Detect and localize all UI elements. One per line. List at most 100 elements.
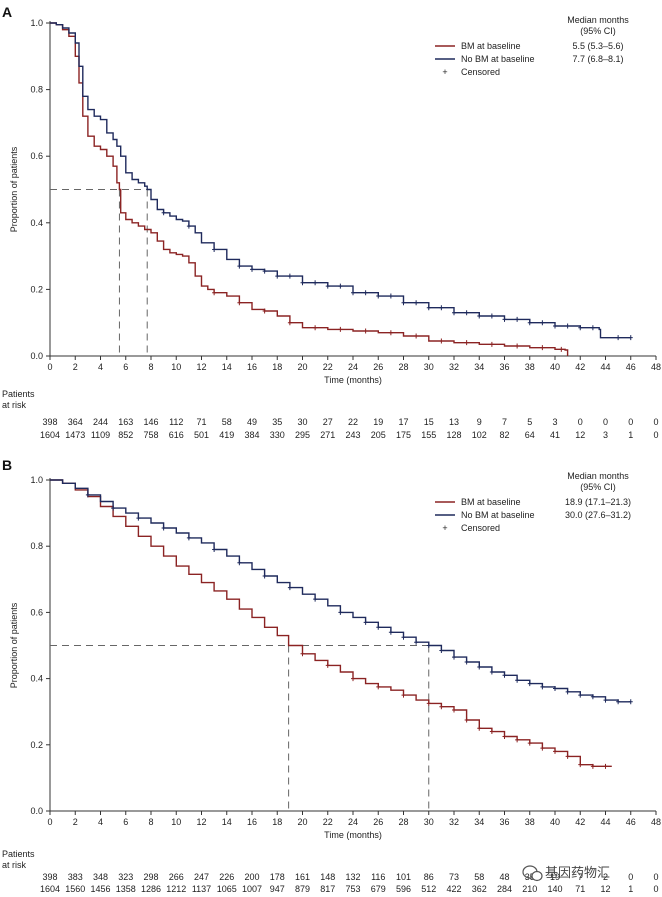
risk-table-cell: 1604 [40, 884, 60, 894]
x-tick-label: 2 [73, 817, 78, 827]
x-tick-label: 10 [171, 817, 181, 827]
risk-table-cell: 1212 [166, 884, 186, 894]
risk-table-cell: 422 [446, 884, 461, 894]
y-tick-label: 1.0 [30, 475, 43, 485]
x-tick-label: 48 [651, 362, 661, 372]
censor-mark [489, 341, 494, 347]
km-curve-no-bm-at-baseline [50, 22, 631, 339]
x-tick-label: 6 [123, 362, 128, 372]
risk-table-cell: 161 [295, 872, 310, 882]
x-tick-label: 38 [525, 817, 535, 827]
risk-table-cell: 852 [118, 430, 133, 440]
risk-table-cell: 35 [525, 872, 535, 882]
risk-table-cell: 0 [628, 872, 633, 882]
censor-mark [376, 624, 381, 630]
censor-mark [212, 290, 217, 296]
risk-table-cell: 0 [653, 417, 658, 427]
censor-mark [553, 748, 557, 754]
legend-ci-bm-at-baseline: 5.5 (5.3–5.6) [572, 41, 623, 51]
censor-mark [439, 305, 444, 311]
censor-mark [212, 547, 217, 553]
x-tick-label: 34 [474, 362, 484, 372]
censor-mark [363, 290, 368, 296]
censor-mark [489, 669, 494, 675]
censor-mark [553, 323, 557, 329]
risk-table-cell: 7 [578, 872, 583, 882]
risk-table-title-1: Patients [2, 389, 35, 399]
censor-mark [111, 505, 116, 511]
risk-table-cell: 1137 [192, 884, 211, 894]
x-tick-label: 36 [499, 362, 509, 372]
censor-mark [401, 300, 406, 306]
x-tick-label: 32 [449, 817, 459, 827]
x-tick-label: 22 [323, 362, 333, 372]
censor-mark [616, 335, 621, 341]
risk-table-cell: 19 [550, 872, 560, 882]
censor-mark [376, 293, 381, 299]
risk-table-cell: 140 [547, 884, 562, 894]
risk-table-cell: 12 [600, 884, 610, 894]
risk-table-cell: 947 [270, 884, 285, 894]
risk-table-cell: 116 [371, 872, 385, 882]
risk-table-cell: 0 [578, 417, 583, 427]
x-tick-label: 6 [123, 817, 128, 827]
risk-table-cell: 266 [169, 872, 184, 882]
legend-label-no-bm-at-baseline: No BM at baseline [461, 54, 535, 64]
risk-table-cell: 205 [371, 430, 386, 440]
x-tick-label: 18 [272, 817, 282, 827]
censor-mark [287, 320, 292, 326]
risk-table-cell: 0 [653, 884, 658, 894]
risk-table-cell: 19 [373, 417, 383, 427]
censor-mark [452, 310, 456, 316]
x-tick-label: 0 [47, 817, 52, 827]
legend-ci-bm-at-baseline: 18.9 (17.1–21.3) [565, 497, 631, 507]
legend-header-line-1: Median months [567, 471, 629, 481]
risk-table-cell: 148 [320, 872, 335, 882]
censor-mark [590, 694, 595, 700]
km-curve-bm-at-baseline [50, 479, 612, 767]
risk-table-cell: 298 [143, 872, 158, 882]
censor-mark [161, 525, 166, 531]
legend-label-bm-at-baseline: BM at baseline [461, 497, 521, 507]
censor-mark [439, 338, 444, 344]
risk-table-cell: 284 [497, 884, 512, 894]
censor-mark [515, 343, 520, 349]
x-tick-label: 46 [626, 817, 636, 827]
risk-table-cell: 247 [194, 872, 209, 882]
censor-mark [540, 320, 545, 326]
censor-mark [502, 734, 507, 740]
legend-marker-censored: + [442, 67, 447, 77]
risk-table-cell: 146 [143, 417, 158, 427]
censor-mark [262, 573, 267, 579]
x-tick-label: 46 [626, 362, 636, 372]
legend-ci-no-bm-at-baseline: 30.0 (27.6–31.2) [565, 510, 631, 520]
censor-mark [363, 619, 368, 625]
risk-table-cell: 175 [396, 430, 411, 440]
censor-mark [161, 210, 166, 216]
x-tick-label: 38 [525, 362, 535, 372]
risk-table-cell: 71 [196, 417, 206, 427]
x-tick-label: 48 [651, 817, 661, 827]
risk-table-cell: 244 [93, 417, 108, 427]
censor-mark [287, 273, 292, 279]
censor-mark [502, 316, 507, 322]
censor-mark [313, 596, 318, 602]
x-axis-label: Time (months) [324, 375, 382, 385]
risk-table-cell: 132 [345, 872, 360, 882]
risk-table-cell: 616 [169, 430, 184, 440]
x-tick-label: 14 [222, 817, 232, 827]
risk-table-cell: 1065 [217, 884, 237, 894]
censor-mark [464, 340, 469, 346]
censor-mark [275, 273, 280, 279]
risk-table-cell: 12 [575, 430, 585, 440]
censor-mark [628, 699, 633, 705]
censor-mark [540, 345, 545, 351]
risk-table-cell: 1109 [91, 430, 110, 440]
risk-table-cell: 364 [68, 417, 83, 427]
panel-label: A [2, 4, 12, 20]
censor-mark [401, 634, 406, 640]
risk-table-cell: 17 [398, 417, 408, 427]
risk-table-cell: 226 [219, 872, 234, 882]
legend-label-bm-at-baseline: BM at baseline [461, 41, 521, 51]
censor-mark [452, 707, 456, 713]
